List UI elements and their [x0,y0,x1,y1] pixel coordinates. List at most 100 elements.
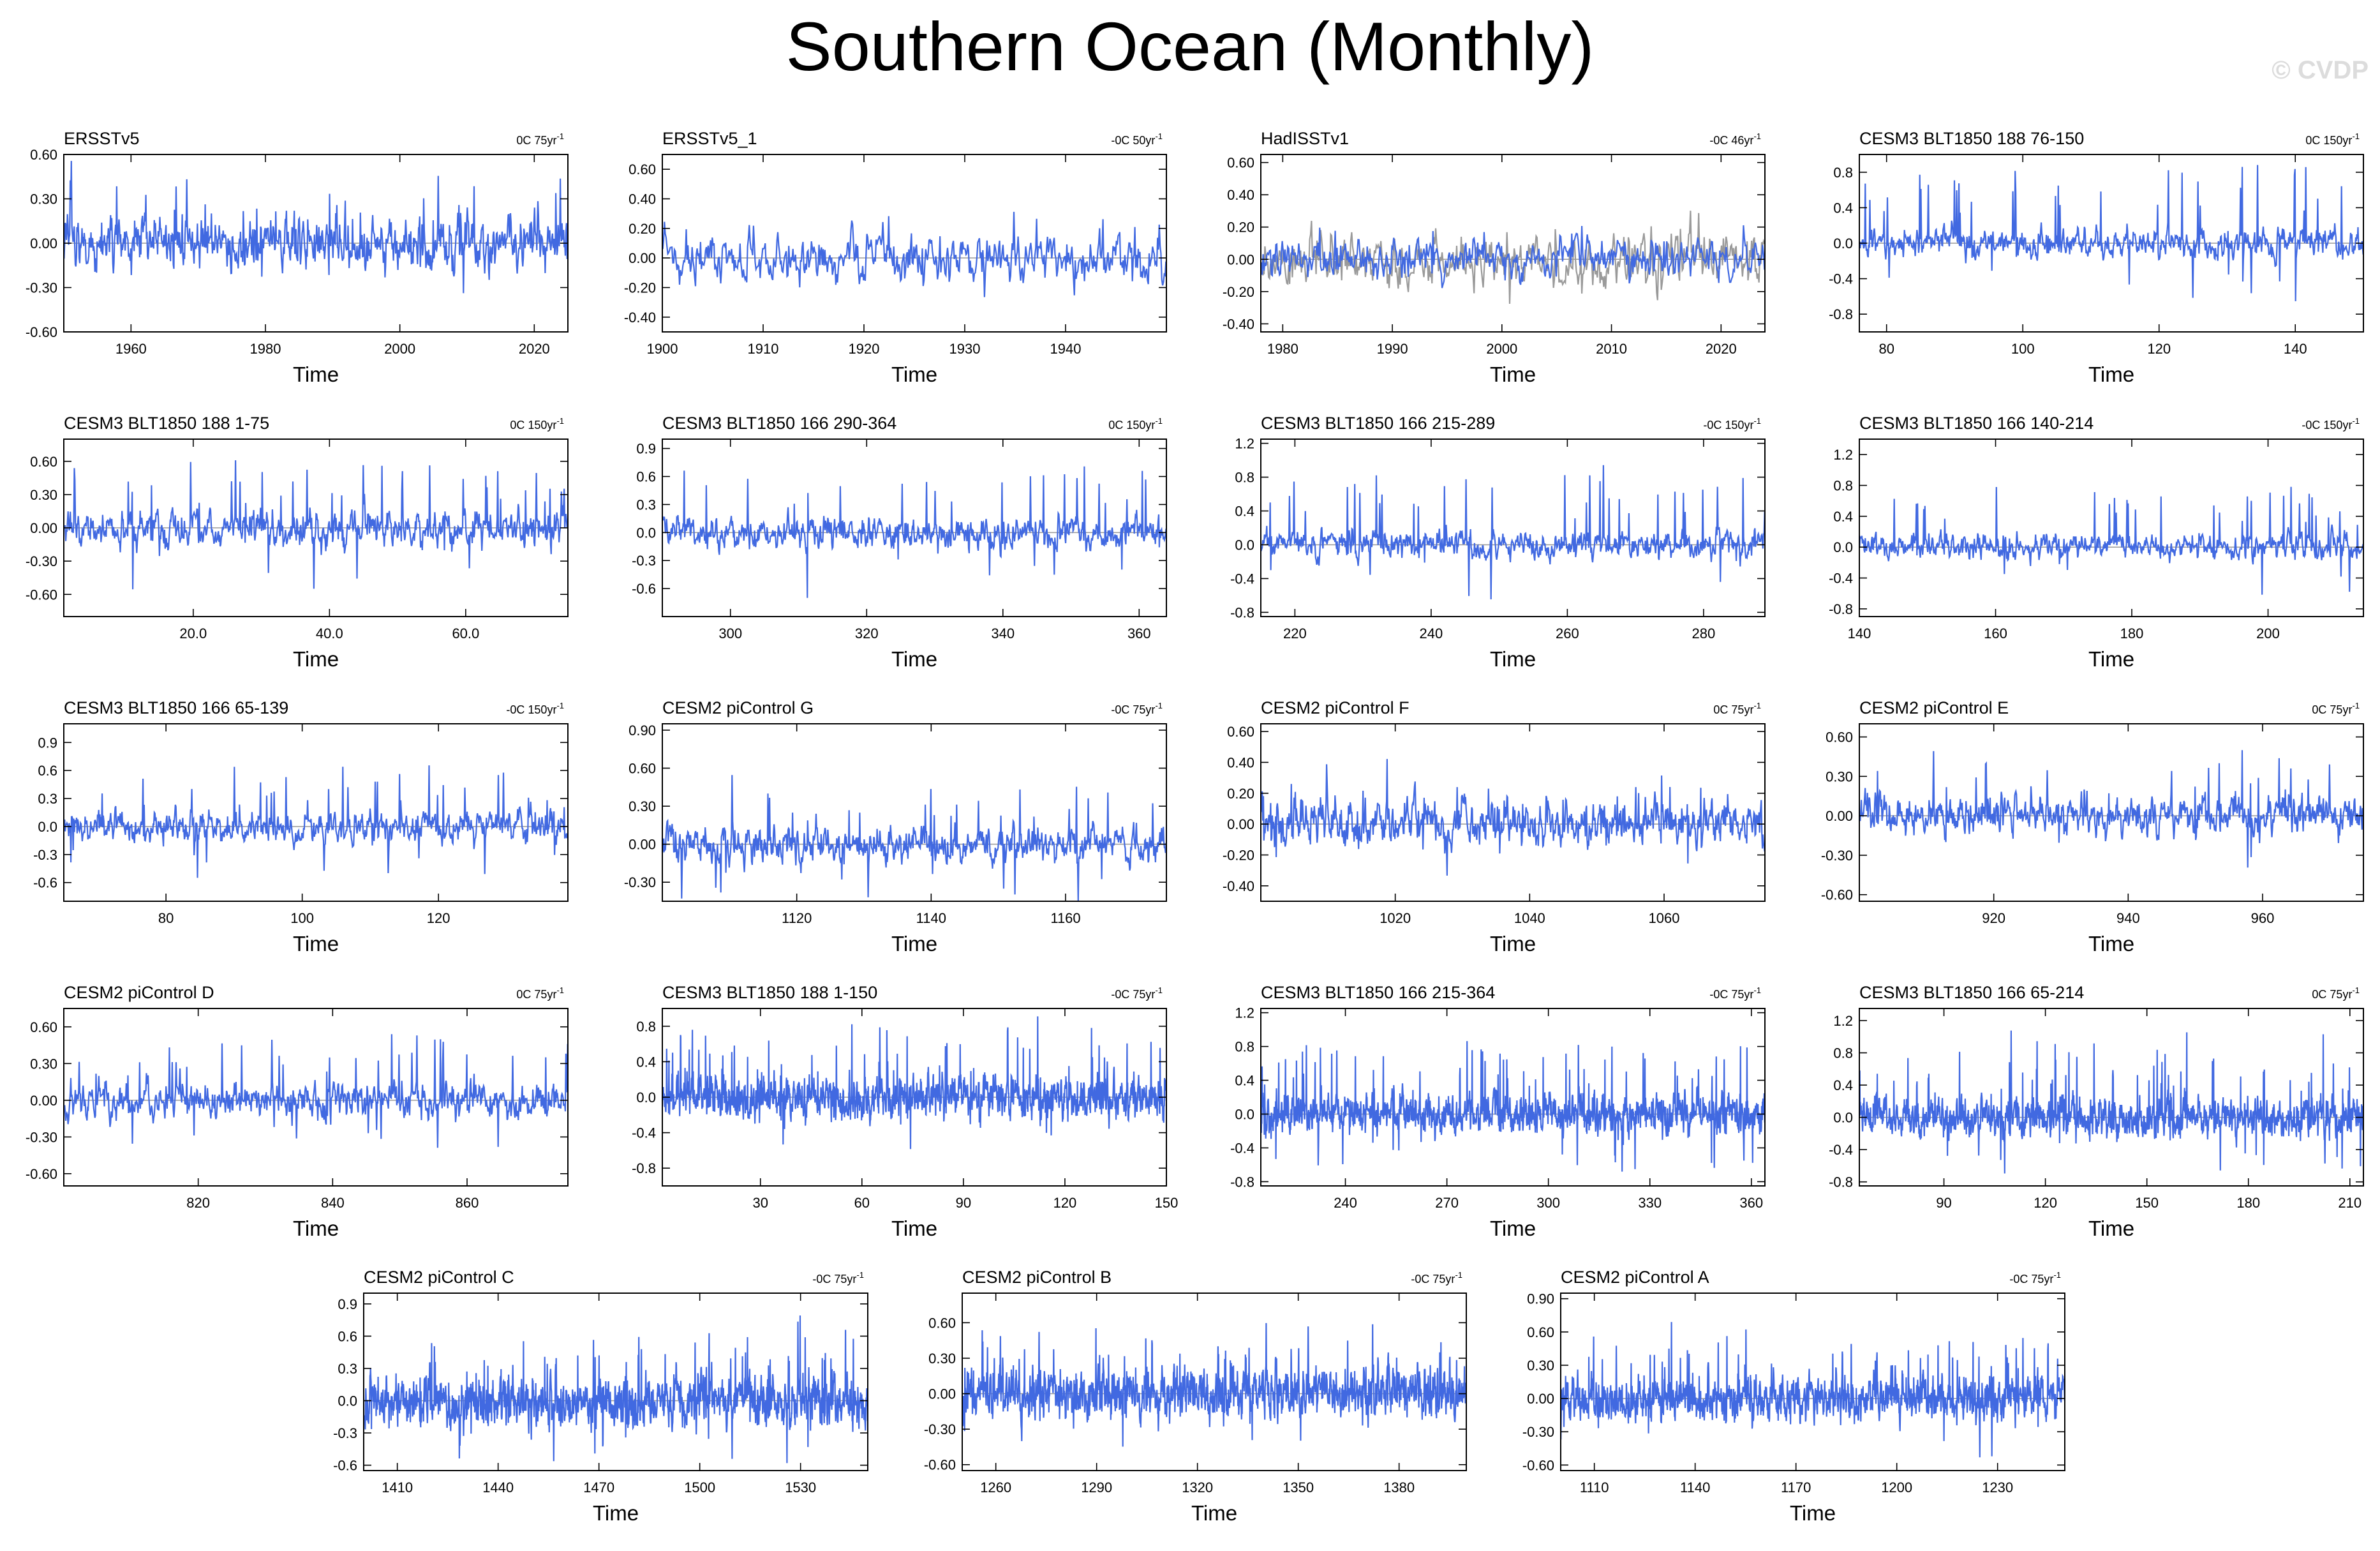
y-tick-label: -0.8 [1829,306,1853,322]
x-tick-label: 1020 [1380,910,1411,926]
x-tick-label: 1320 [1182,1480,1213,1495]
panel-title: CESM3 BLT1850 166 140-214 [1859,414,2094,433]
y-tick-label: -0.6 [333,1458,357,1474]
panel-title: CESM3 BLT1850 166 215-364 [1261,983,1495,1002]
y-tick-label: 0.3 [338,1361,357,1377]
y-tick-label: 0.30 [30,191,57,207]
x-tick-label: 1990 [1377,341,1408,357]
y-tick-label: 1.2 [1833,447,1853,463]
y-tick-label: 0.00 [30,236,57,251]
copyright-label: © CVDP [2272,56,2369,84]
x-axis-label: Time [2088,932,2134,955]
panel-note: -0C 75yr-1 [1111,985,1163,1001]
x-tick-label: 1140 [916,910,946,926]
data-series-line [63,1034,569,1148]
plot-frame [662,438,1167,617]
data-series-line [662,775,1167,902]
x-tick-label: 320 [855,626,879,641]
y-tick-label: -0.60 [1522,1457,1554,1473]
y-tick-label: -0.6 [632,581,656,597]
y-tick-label: 0.60 [628,161,656,177]
panel-note: -0C 75yr-1 [1111,701,1163,716]
x-tick-label: 1980 [1267,341,1298,357]
x-tick-label: 1940 [1050,341,1082,357]
y-tick-label: 1.2 [1235,1005,1254,1021]
y-tick-label: -0.4 [1230,571,1254,587]
y-tick-label: -0.4 [1829,1142,1853,1158]
y-tick-label: -0.60 [26,324,57,340]
panel-note-exponent: -1 [556,985,564,995]
chart-panel-19: CESM2 piControl A -0C 75yr-1 -0.60 -0.30 0.0… [1522,1268,2065,1525]
x-axis-label: Time [2088,647,2134,671]
x-tick-label: 1110 [1580,1480,1609,1495]
chart-panel-18: CESM2 piControl B -0C 75yr-1 -0.60 -0.30 0.0… [924,1268,1467,1525]
x-tick-label: 150 [1155,1195,1179,1211]
x-tick-label: 330 [1638,1195,1662,1211]
panel-note: 0C 75yr-1 [2312,701,2360,716]
panel-note: -0C 75yr-1 [1709,985,1761,1001]
data-series-line [662,466,1167,598]
x-tick-label: 2020 [519,341,550,357]
chart-panel-10: CESM2 piControl G -0C 75yr-1 -0.30 0.00 0.30… [624,698,1167,955]
x-axis-label: Time [293,647,339,671]
y-tick-label: 0.0 [1235,1106,1254,1122]
y-tick-label: -0.8 [1829,1174,1853,1190]
chart-panel-14: CESM3 BLT1850 188 1-150 -0C 75yr-1 -0.8 -0.… [632,983,1178,1240]
data-series-line [1260,225,1766,288]
plot-frame [63,723,569,902]
y-tick-label: 0.0 [636,1090,656,1105]
y-tick-label: 0.30 [1527,1358,1554,1374]
x-axis-label: Time [891,363,937,386]
panel-note: -0C 150yr-1 [2302,416,2360,431]
panel-title: ERSSTv5_1 [662,129,757,148]
y-tick-label: -0.40 [624,310,656,326]
panel-note-exponent: -1 [1753,131,1761,141]
x-tick-label: 960 [2251,910,2275,926]
y-tick-label: 0.8 [636,1019,656,1035]
data-series-line [1260,759,1766,876]
panel-note: 0C 150yr-1 [510,416,564,431]
x-axis-label: Time [891,647,937,671]
y-tick-label: 0.20 [1227,786,1254,802]
y-tick-label: 0.30 [1826,768,1853,784]
x-tick-label: 1900 [647,341,678,357]
y-tick-label: 0.0 [1833,236,1853,251]
x-tick-label: 30 [753,1195,768,1211]
data-series-line [63,460,569,590]
y-tick-label: 0.8 [1235,1039,1254,1055]
x-tick-label: 360 [1739,1195,1763,1211]
x-tick-label: 300 [1536,1195,1560,1211]
y-tick-label: -0.4 [1230,1140,1254,1156]
plot-frame [1260,1008,1766,1187]
x-tick-label: 1380 [1383,1480,1415,1495]
x-tick-label: 60 [854,1195,870,1211]
y-tick-label: -0.20 [1223,847,1254,863]
data-series-line [1260,465,1766,600]
panel-note: 0C 75yr-1 [1713,701,1761,716]
panel-note: -0C 50yr-1 [1111,131,1163,147]
y-tick-label: -0.30 [1821,848,1853,864]
y-tick-label: 0.30 [30,1056,57,1072]
x-tick-label: 1060 [1649,910,1680,926]
y-tick-label: -0.60 [26,1166,57,1182]
data-series-line [1859,750,2364,868]
panel-title: CESM3 BLT1850 188 1-75 [64,414,269,433]
y-tick-label: 0.60 [628,761,656,777]
x-tick-label: 260 [1556,626,1579,641]
x-tick-label: 360 [1127,626,1151,641]
x-tick-label: 280 [1692,626,1716,641]
x-tick-label: 240 [1420,626,1443,641]
plot-frame [662,723,1167,902]
x-tick-label: 2000 [384,341,415,357]
x-tick-label: 20.0 [179,626,207,641]
x-axis-label: Time [293,1217,339,1240]
x-axis-label: Time [891,1217,937,1240]
y-tick-label: 0.60 [1826,730,1853,746]
panel-title: CESM3 BLT1850 188 1-150 [662,983,877,1002]
x-axis-label: Time [1191,1501,1237,1525]
y-tick-label: 0.3 [38,791,57,807]
y-tick-label: -0.40 [1223,316,1254,332]
y-tick-label: -0.8 [632,1160,656,1176]
x-tick-label: 1350 [1283,1480,1314,1495]
